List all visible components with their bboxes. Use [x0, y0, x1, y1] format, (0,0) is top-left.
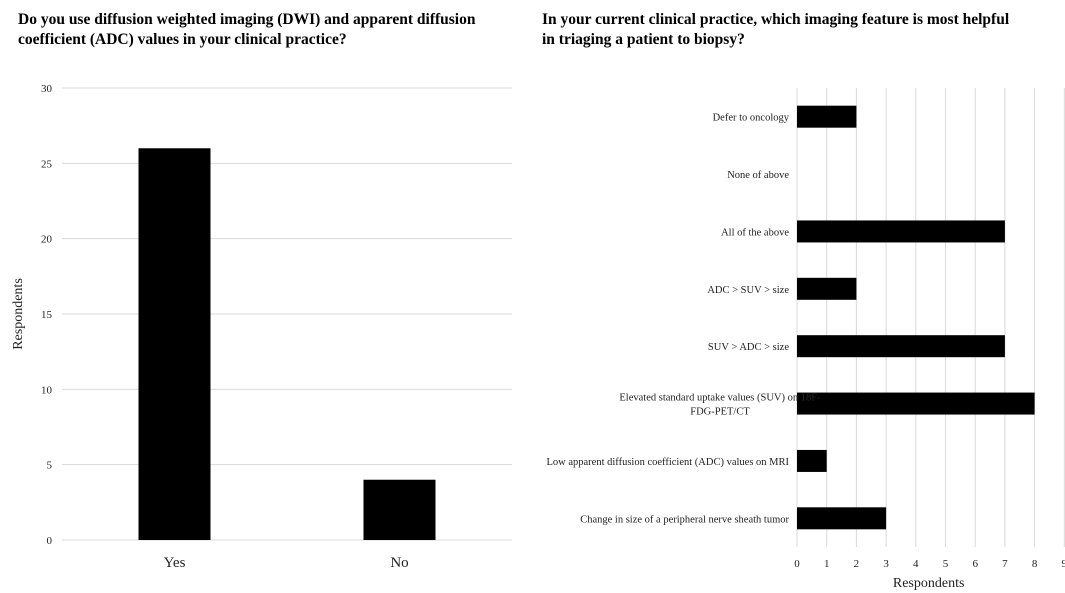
x-tick-label-0: 0 — [794, 558, 800, 570]
y-tick-label-25: 25 — [41, 158, 53, 170]
bar-elevated-standard-uptake-values-suv-on-18f-fdg-pet-ct — [797, 392, 1035, 415]
bar-defer-to-oncology — [797, 105, 857, 128]
yes-no-chart-panel: Do you use diffusion weighted imaging (D… — [0, 0, 530, 593]
y-category-label-defer-to-oncology: Defer to oncology — [713, 113, 790, 124]
x-category-label-no: No — [390, 555, 408, 571]
y-tick-label-10: 10 — [41, 384, 53, 396]
imaging-feature-bar-chart: 0 1 2 3 4 5 6 7 8 9 Defer to oncology None of above… — [546, 88, 1065, 591]
left-chart-title: Do you use diffusion weighted imaging (D… — [18, 11, 476, 48]
y-category-label-none-of-above: None of above — [727, 170, 789, 181]
x-tick-label-2: 2 — [854, 558, 860, 570]
bar-yes — [138, 148, 211, 540]
y-axis-label: Respondents — [11, 278, 26, 350]
y-category-label-all-of-the-above: All of the above — [721, 227, 789, 238]
x-tick-label-9: 9 — [1062, 558, 1065, 570]
y-category-label-change-in-size-of-a-peripheral-nerve-sheath-tumor: Change in size of a peripheral nerve she… — [580, 514, 789, 525]
x-category-label-yes: Yes — [164, 555, 186, 571]
y-category-label-low-apparent-diffusion-coefficient-adc-values-on-mri: Low apparent diffusion coefficient (ADC)… — [546, 457, 789, 468]
x-tick-label-7: 7 — [1002, 558, 1008, 570]
x-tick-label-6: 6 — [972, 558, 978, 570]
x-tick-label-3: 3 — [883, 558, 889, 570]
bar-suv-adc-size — [797, 335, 1005, 358]
bar-no — [363, 479, 436, 540]
y-category-label-suv-adc-size: SUV > ADC > size — [708, 342, 789, 353]
x-tick-label-1: 1 — [824, 558, 830, 570]
right-chart-title: In your current clinical practice, which… — [542, 11, 1010, 48]
bar-change-in-size-of-a-peripheral-nerve-sheath-tumor — [797, 507, 887, 530]
y-tick-label-0: 0 — [47, 535, 53, 547]
biopsy-feature-chart-panel: In your current clinical practice, which… — [530, 0, 1065, 593]
bar-adc-suv-size — [797, 277, 857, 300]
yes-no-bar-chart: 0 5 10 15 20 25 30 Yes No Respondents — [11, 83, 512, 571]
y-tick-label-5: 5 — [47, 460, 53, 472]
y-category-label-adc-suv-size: ADC > SUV > size — [707, 285, 789, 296]
x-tick-label-4: 4 — [913, 558, 919, 570]
x-axis-label: Respondents — [893, 576, 965, 591]
y-tick-label-30: 30 — [41, 83, 53, 95]
x-tick-label-5: 5 — [943, 558, 949, 570]
bar-all-of-the-above — [797, 220, 1005, 243]
y-tick-label-15: 15 — [41, 309, 53, 321]
y-category-label-elevated-standard-uptake-values-suv-on-18f-fdg-pet-ct: Elevated standard uptake values (SUV) on… — [619, 393, 821, 418]
bar-low-apparent-diffusion-coefficient-adc-values-on-mri — [797, 449, 827, 472]
x-tick-label-8: 8 — [1032, 558, 1038, 570]
y-tick-label-20: 20 — [41, 234, 53, 246]
